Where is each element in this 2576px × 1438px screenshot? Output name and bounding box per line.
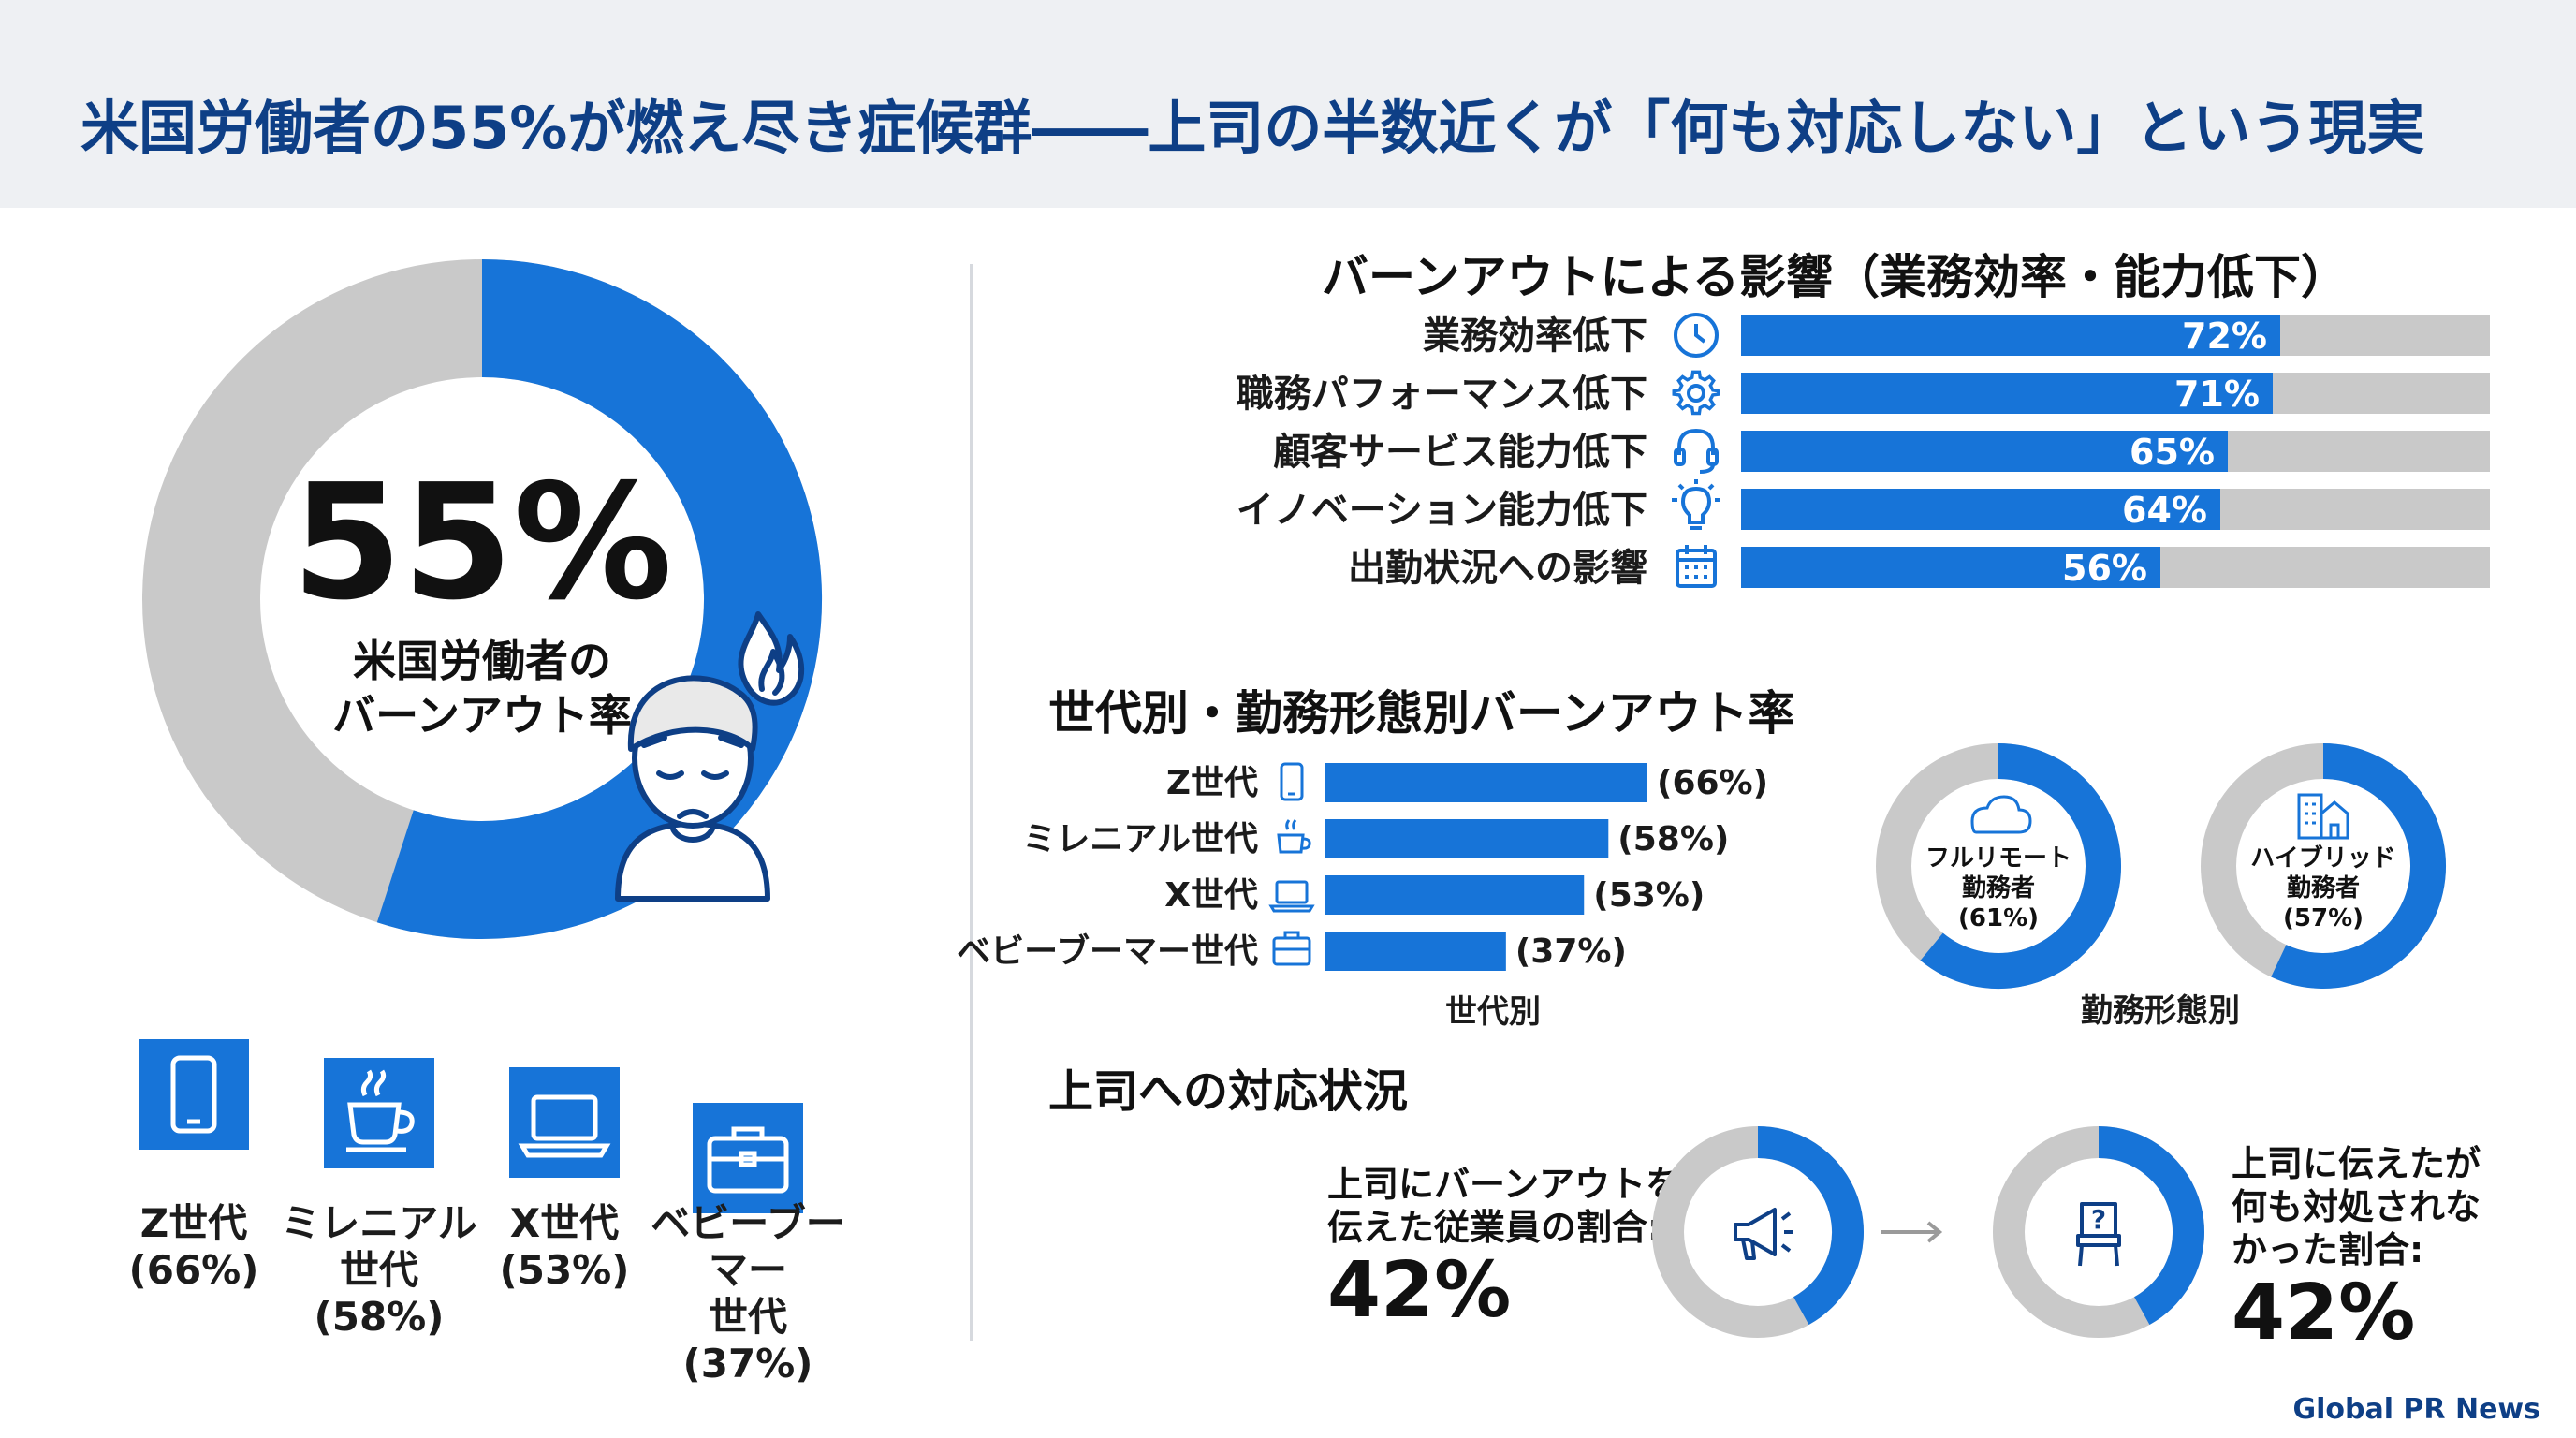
reported-pct: 42% [1327,1246,1512,1335]
calendar-icon [1676,545,1717,588]
gen-bar-value: (66%) [1657,764,1768,802]
impact-bar [1741,431,2228,472]
impact-bar [1741,315,2280,356]
laptop-icon [518,1094,611,1158]
gen-bar [1325,875,1585,915]
hybrid-ring-value-arc [2271,743,2446,989]
lightbulb-icon [1672,479,1720,530]
gen-bar-label: ミレニアル世代 [1022,820,1258,858]
page-title: 米国労働者の55%が燃え尽き症候群――上司の半数近くが「何も対応しない」という現… [80,94,2425,162]
generation-section-title: 世代別・勤務形態別バーンアウト率 [1048,686,1795,741]
impact-bar [1741,547,2160,588]
no-action-desc-1: 上司に伝えたが [2232,1143,2481,1184]
gen-bar-value: (58%) [1617,820,1729,858]
impact-bar-label: 職務パフォーマンス低下 [1237,373,1647,416]
full-remote-label-2: 勤務者 [1962,874,2035,902]
gen-bar-label: X世代 [1164,876,1258,915]
impact-title: バーンアウトによる影響（業務効率・能力低下） [1322,250,2348,304]
arrow-right-icon [1881,1221,1943,1243]
smartphone-icon [170,1055,217,1134]
gen-bar-label: ベビーブーマー世代 [957,932,1258,971]
hybrid-label-2: 勤務者 [2287,874,2360,902]
briefcase-icon [707,1126,789,1194]
main-ring-value: 55% [292,450,673,636]
impact-bar-label: 業務効率低下 [1423,315,1647,358]
hybrid-ring [2201,743,2446,989]
impact-bar-chart: 業務効率低下職務パフォーマンス低下顧客サービス能力低下イノベーション能力低下出勤… [1237,313,2490,590]
smartphone-icon [1280,762,1304,801]
impact-bar [1741,373,2273,414]
main-ring-label-2: バーンアウト率 [332,690,632,741]
full-remote-label-1: フルリモート [1925,844,2071,873]
building-icon [2297,793,2349,840]
no-action-pct: 42% [2232,1269,2416,1357]
laptop-tile [509,1067,620,1178]
work-axis-caption: 勤務形態別 [2081,992,2240,1030]
coffee-cup-icon [346,1069,415,1152]
gen-bar-value: (53%) [1593,876,1705,915]
gear-icon [1672,370,1720,416]
full-remote-ring-value-arc [1920,743,2121,989]
source-credit: Global PR News [2292,1393,2540,1426]
no-action-ring [1993,1126,2204,1338]
no-action-block: 上司に伝えたが 何も対処されな かった割合: 42% [2232,1142,2481,1356]
reported-ring [1652,1126,1864,1338]
header-band: 米国労働者の55%が燃え尽き症候群――上司の半数近くが「何も対応しない」という現… [0,0,2576,208]
burned-out-worker-icon [615,611,804,902]
gen-bar [1325,819,1609,858]
hybrid-label-3: (57%) [2283,904,2364,932]
reported-desc-2: 伝えた従業員の割合: [1327,1207,1662,1248]
gen-tile-label-millennial: ミレニアル 世代 (58%) [281,1200,477,1340]
full-remote-ring [1876,743,2121,989]
main-ring-label-1: 米国労働者の [353,636,611,686]
clock-icon [1674,313,1719,358]
smartphone-tile [139,1039,249,1150]
impact-bar-value: 65% [2130,432,2215,473]
main-burnout-ring: 55% 米国労働者の バーンアウト率 [142,259,822,939]
reported-desc-1: 上司にバーンアウトを [1327,1164,1682,1205]
impact-bar-label: 顧客サービス能力低下 [1273,431,1647,474]
reported-block: 上司にバーンアウトを 伝えた従業員の割合: 42% [1327,1163,1681,1333]
impact-bar-value: 72% [2182,315,2267,357]
svg-text:?: ? [2091,1204,2106,1235]
column-divider [970,264,973,1341]
no-action-ring-value-arc [2098,1126,2204,1326]
hybrid-label-1: ハイブリッド [2250,844,2395,873]
coffee-cup-icon [1277,819,1311,854]
gen-tile-label-z: Z世代 (66%) [128,1200,259,1293]
impact-bar-value: 71% [2174,374,2260,415]
reported-ring-value-arc [1757,1126,1864,1326]
coffee-tile [324,1058,434,1168]
boss-section-title: 上司への対応状況 [1048,1065,1409,1118]
gen-bar-value: (37%) [1515,932,1627,971]
boss-response-donuts: ? [1652,1126,2204,1338]
work-style-donuts: フルリモート 勤務者 (61%) ハイブリッド 勤務者 (57%) 勤務形態別 [1876,743,2446,1030]
gen-bar-label: Z世代 [1166,764,1258,802]
briefcase-tile [693,1103,803,1213]
impact-bar-value: 56% [2062,548,2147,589]
briefcase-icon [1272,931,1311,966]
megaphone-icon [1734,1208,1793,1260]
impact-bar [1741,489,2220,530]
laptop-icon [1268,880,1315,913]
no-action-desc-2: 何も対処されな [2232,1186,2481,1227]
full-remote-label-3: (61%) [1958,904,2039,932]
gen-axis-caption: 世代別 [1445,993,1541,1031]
impact-bar-label: 出勤状況への影響 [1348,547,1647,590]
headset-icon [1674,428,1719,474]
gen-tile-label-x: X世代 (53%) [499,1200,630,1293]
no-action-desc-3: かった割合: [2232,1229,2424,1270]
gen-bar [1325,932,1506,971]
gen-tile-label-boomer: ベビーブーマー 世代 (37%) [651,1200,845,1387]
cloud-icon [1970,795,2032,834]
empty-chair-question-icon: ? [2076,1202,2121,1267]
impact-bar-value: 64% [2122,490,2207,531]
gen-bar [1325,763,1647,802]
impact-bar-label: イノベーション能力低下 [1237,489,1647,532]
